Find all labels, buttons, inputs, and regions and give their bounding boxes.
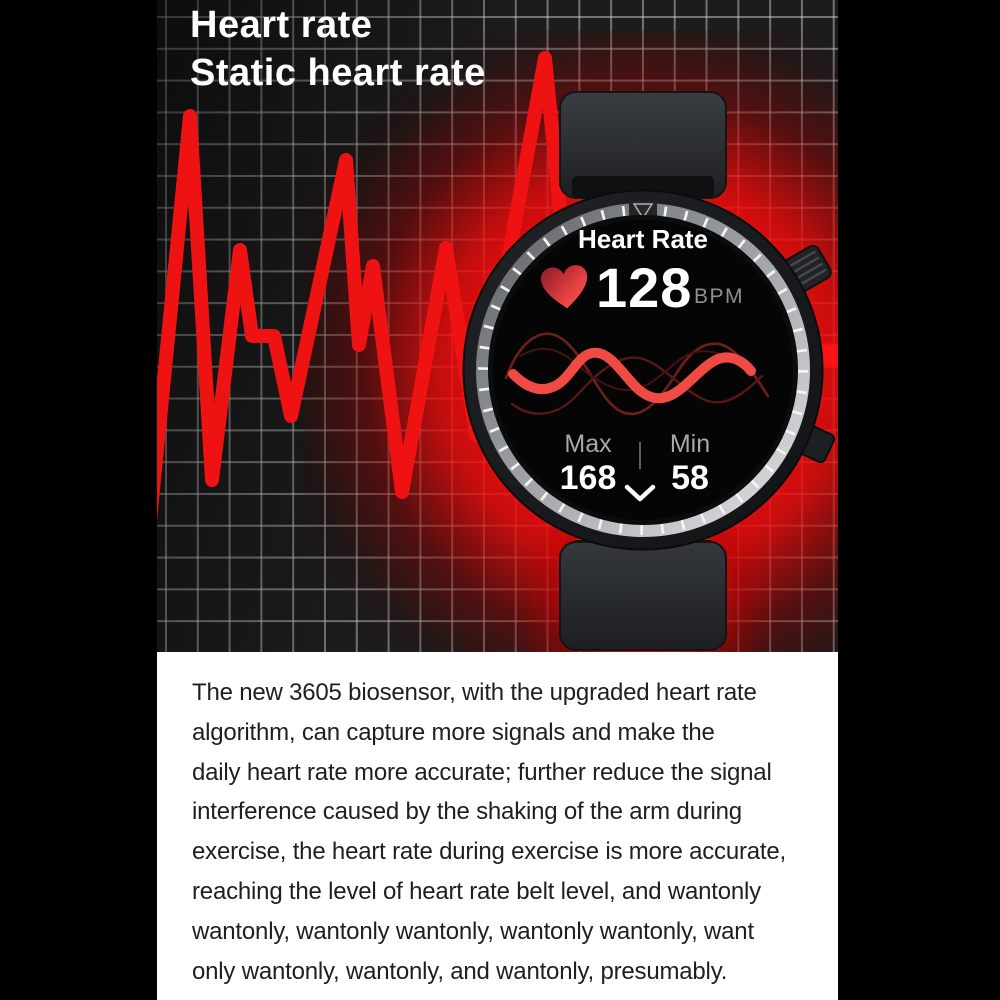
max-label: Max (564, 430, 612, 458)
watch-screen-content: Heart Rate 128 BPM Max 168 Min (504, 224, 770, 502)
watch-strap-bottom (559, 540, 727, 651)
description-line: wantonly, wantonly wantonly, wantonly wa… (192, 917, 754, 945)
description-line: exercise, the heart rate during exercise… (192, 838, 787, 866)
page-title: Heart rate Static heart rate (190, 1, 486, 97)
wave-dim-2 (510, 356, 764, 415)
min-label: Min (670, 430, 710, 458)
description-line: only wantonly, wantonly, and wantonly, p… (192, 957, 728, 985)
description-line: The new 3605 biosensor, with the upgrade… (192, 679, 757, 706)
description-line: daily heart rate more accurate; further … (192, 758, 772, 786)
title-line-1: Heart rate (190, 4, 373, 46)
wave-bright (508, 347, 756, 404)
watch-image: Heart Rate 128 BPM Max 168 Min (462, 91, 836, 651)
bezel-tick-ring (478, 205, 808, 535)
description-line: reaching the level of heart rate belt le… (192, 877, 761, 905)
wave-dim-1 (504, 332, 770, 416)
description-text: The new 3605 biosensor, with the upgrade… (192, 673, 820, 991)
heart-icon (540, 265, 588, 309)
heart-rate-waves (504, 332, 770, 416)
description-line: interference caused by the shaking of th… (192, 798, 742, 826)
min-value: 58 (671, 459, 709, 497)
watch-strap-top (559, 91, 727, 199)
bpm-unit: BPM (694, 285, 744, 308)
title-line-2: Static heart rate (190, 52, 486, 94)
max-value: 168 (560, 459, 617, 497)
description-line: algorithm, can capture more signals and … (192, 718, 715, 746)
bezel-triangle-marker-icon (632, 203, 654, 220)
bpm-value: 128 (596, 256, 692, 319)
chevron-down-icon (624, 484, 656, 502)
screen-title: Heart Rate (578, 224, 708, 254)
grid-panel: Heart Rate 128 BPM Max 168 Min (157, 0, 838, 652)
description-panel: The new 3605 biosensor, with the upgrade… (157, 652, 838, 1000)
